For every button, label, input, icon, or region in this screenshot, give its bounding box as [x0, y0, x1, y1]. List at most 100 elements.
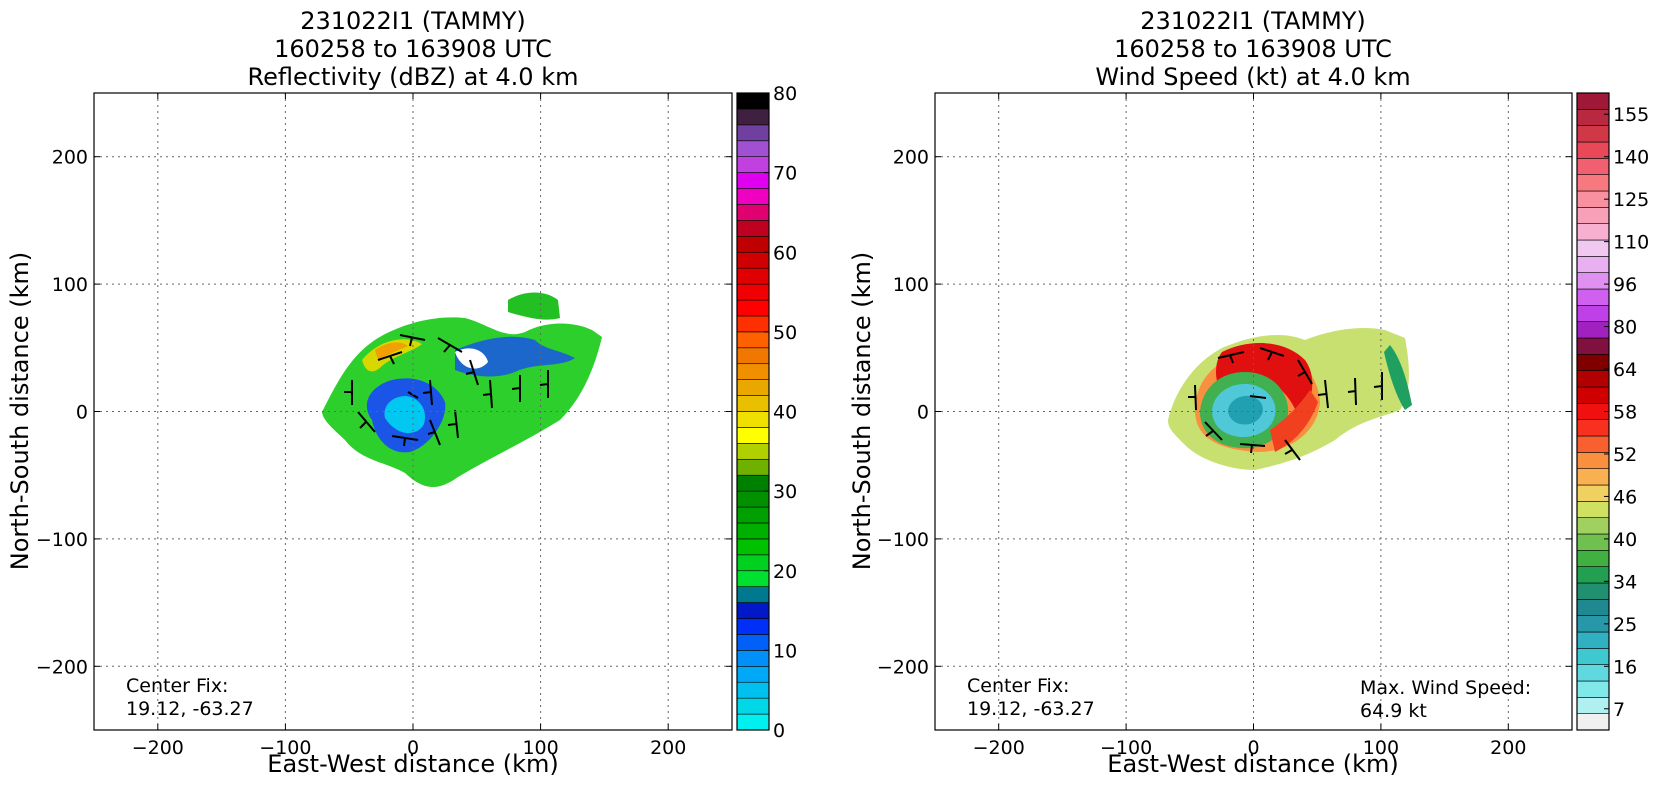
reflectivity-y-tick-label: −100: [36, 529, 88, 551]
reflectivity-colorbar-swatch: [736, 443, 770, 460]
reflectivity-colorbar-tick-label: 10: [773, 640, 797, 662]
wind-speed-x-tick-label: 200: [1490, 737, 1526, 759]
wind-speed-eye-core: [1228, 395, 1263, 425]
wind-speed-colorbar-tick-label: 58: [1613, 402, 1637, 424]
wind-speed-colorbar-swatch: [1576, 566, 1610, 584]
reflectivity-colorbar-swatch: [736, 283, 770, 301]
reflectivity-colorbar-swatch: [736, 188, 770, 205]
wind-speed-colorbar-swatch: [1576, 435, 1610, 453]
reflectivity-colorbar-swatch: [736, 251, 770, 269]
wind-speed-colorbar-tick-label: 96: [1613, 274, 1637, 296]
reflectivity-x-axis-label: East-West distance (km): [267, 750, 558, 778]
wind-speed-colorbar-swatch: [1576, 533, 1610, 551]
reflectivity-colorbar-ticks: 80 70 60 50 40 30 20 10 0: [764, 83, 797, 742]
wind-speed-colorbar-swatch: [1576, 256, 1610, 273]
wind-speed-colorbar-swatch: [1576, 419, 1610, 437]
reflectivity-colorbar-swatch: [736, 140, 770, 157]
max-wind-speed-label: Max. Wind Speed:: [1360, 677, 1531, 699]
wind-speed-colorbar-swatch: [1576, 158, 1610, 175]
reflectivity-colorbar-swatch: [736, 554, 770, 572]
reflectivity-colorbar-swatch: [736, 220, 770, 237]
reflectivity-colorbar-swatch: [736, 379, 770, 396]
wind-speed-colorbar-swatch: [1576, 599, 1610, 616]
reflectivity-colorbar-tick-label: 60: [773, 242, 797, 264]
reflectivity-title-line-2: 160258 to 163908 UTC: [274, 35, 552, 63]
reflectivity-y-tick-label: 0: [76, 402, 88, 424]
reflectivity-y-tick-label: −200: [36, 656, 88, 678]
wind-speed-x-tick-label: −100: [1100, 737, 1152, 759]
wind-speed-x-tick-label: −200: [973, 737, 1025, 759]
reflectivity-colorbar-swatch: [736, 570, 770, 587]
reflectivity-colorbar-tick-label: 20: [773, 561, 797, 583]
wind-speed-colorbar-tick-label: 64: [1613, 359, 1637, 381]
reflectivity-colorbar-swatch: [736, 236, 770, 253]
reflectivity-colorbar-swatch: [736, 522, 770, 540]
wind-speed-colorbar-swatch: [1576, 452, 1610, 469]
reflectivity-colorbar-tick-label: 30: [773, 481, 797, 503]
max-wind-speed-value: 64.9 kt: [1360, 700, 1427, 722]
reflectivity-colorbar-swatch: [736, 172, 770, 189]
reflectivity-colorbar-swatch: [736, 347, 770, 365]
wind-speed-colorbar-ticks: 155 140 125 110 96 80 64 58 52 46 40 34 25 16 7: [1604, 104, 1649, 721]
wind-speed-y-tick-label: 0: [917, 402, 929, 424]
reflectivity-panel: 231022I1 (TAMMY) 160258 to 163908 UTC Re…: [6, 7, 797, 778]
reflectivity-colorbar-swatch: [736, 458, 770, 476]
wind-speed-colorbar-swatch: [1576, 484, 1610, 502]
wind-speed-y-tick-label: −200: [877, 656, 929, 678]
reflectivity-x-tick-label: −200: [132, 737, 184, 759]
wind-speed-center-fix-value: 19.12, -63.27: [967, 698, 1095, 720]
wind-speed-colorbar: [1576, 92, 1610, 731]
reflectivity-colorbar-swatch: [736, 108, 770, 126]
wind-speed-x-tick-label: 0: [1247, 737, 1259, 759]
reflectivity-wind-barbs: [344, 334, 549, 447]
reflectivity-x-tick-label: 100: [522, 737, 558, 759]
wind-speed-field: [1168, 328, 1412, 470]
wind-speed-colorbar-tick-label: 40: [1613, 529, 1637, 551]
reflectivity-blue-band-east: [455, 336, 575, 377]
wind-speed-center-fix-label: Center Fix:: [967, 675, 1069, 697]
wind-speed-colorbar-tick-label: 25: [1613, 614, 1637, 636]
wind-speed-x-tick-label: 100: [1363, 737, 1399, 759]
wind-speed-y-axis-label: North-South distance (km): [848, 252, 876, 571]
wind-speed-colorbar-swatch: [1576, 305, 1610, 322]
wind-speed-colorbar-swatch: [1576, 631, 1610, 649]
wind-speed-colorbar-swatch: [1576, 648, 1610, 665]
wind-speed-colorbar-swatch: [1576, 239, 1610, 257]
wind-speed-colorbar-swatch: [1576, 92, 1610, 110]
wind-speed-colorbar-swatch: [1576, 664, 1610, 682]
wind-speed-colorbar-swatch: [1576, 272, 1610, 290]
reflectivity-colorbar-swatch: [736, 697, 770, 715]
wind-speed-colorbar-tick-label: 52: [1613, 444, 1637, 466]
reflectivity-colorbar-swatch: [736, 363, 770, 380]
wind-speed-colorbar-swatch: [1576, 125, 1610, 143]
wind-speed-colorbar-swatch: [1576, 174, 1610, 192]
reflectivity-title-line-3: Reflectivity (dBZ) at 4.0 km: [248, 63, 579, 91]
reflectivity-y-tick-label: 100: [52, 274, 88, 296]
wind-speed-y-tick-label: 200: [893, 147, 929, 169]
reflectivity-colorbar-tick-label: 0: [773, 720, 785, 742]
wind-speed-colorbar-tick-label: 7: [1613, 699, 1625, 721]
reflectivity-field: [322, 292, 602, 488]
wind-speed-panel: 231022I1 (TAMMY) 160258 to 163908 UTC Wi…: [848, 7, 1649, 778]
wind-speed-colorbar-swatch: [1576, 288, 1610, 306]
reflectivity-colorbar-tick-label: 70: [773, 163, 797, 185]
reflectivity-colorbar-swatch: [736, 681, 770, 699]
reflectivity-cyan-eye: [384, 396, 426, 434]
wind-speed-colorbar-tick-label: 155: [1613, 104, 1649, 126]
reflectivity-colorbar-swatch: [736, 124, 770, 142]
reflectivity-northeast-band: [508, 292, 560, 320]
reflectivity-center-fix-value: 19.12, -63.27: [126, 698, 254, 720]
wind-speed-colorbar-swatch: [1576, 680, 1610, 698]
wind-speed-colorbar-swatch: [1576, 517, 1610, 535]
reflectivity-colorbar-swatch: [736, 713, 770, 731]
wind-speed-colorbar-swatch: [1576, 354, 1610, 371]
reflectivity-colorbar-tick-label: 40: [773, 402, 797, 424]
reflectivity-grid: [94, 93, 732, 730]
wind-speed-colorbar-swatch: [1576, 207, 1610, 224]
reflectivity-colorbar-swatch: [736, 490, 770, 508]
wind-speed-colorbar-swatch: [1576, 223, 1610, 241]
reflectivity-colorbar-swatch: [736, 506, 770, 524]
wind-speed-x-axis-label: East-West distance (km): [1107, 750, 1398, 778]
wind-speed-y-tick-label: −100: [877, 529, 929, 551]
